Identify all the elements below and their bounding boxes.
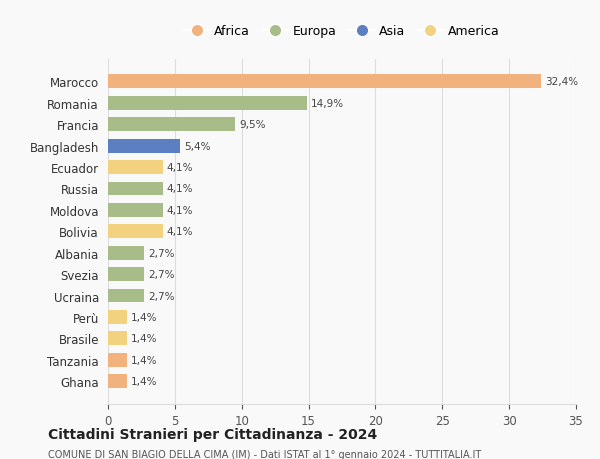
Bar — [108, 140, 180, 153]
Bar — [108, 375, 127, 388]
Bar — [108, 203, 163, 218]
Bar — [108, 332, 127, 346]
Bar — [108, 161, 163, 175]
Text: 4,1%: 4,1% — [167, 163, 193, 173]
Bar — [108, 246, 144, 260]
Bar — [108, 118, 235, 132]
Text: 1,4%: 1,4% — [131, 355, 157, 365]
Text: 4,1%: 4,1% — [167, 206, 193, 215]
Legend: Africa, Europa, Asia, America: Africa, Europa, Asia, America — [181, 21, 503, 42]
Text: 4,1%: 4,1% — [167, 227, 193, 237]
Text: Cittadini Stranieri per Cittadinanza - 2024: Cittadini Stranieri per Cittadinanza - 2… — [48, 427, 377, 441]
Text: 4,1%: 4,1% — [167, 184, 193, 194]
Bar — [108, 225, 163, 239]
Text: 1,4%: 1,4% — [131, 312, 157, 322]
Bar — [108, 75, 541, 89]
Bar — [108, 289, 144, 303]
Bar — [108, 97, 307, 111]
Text: 2,7%: 2,7% — [148, 291, 175, 301]
Text: 32,4%: 32,4% — [545, 77, 578, 87]
Bar — [108, 268, 144, 281]
Text: 5,4%: 5,4% — [184, 141, 211, 151]
Bar — [108, 353, 127, 367]
Text: 2,7%: 2,7% — [148, 248, 175, 258]
Text: 1,4%: 1,4% — [131, 376, 157, 386]
Text: 9,5%: 9,5% — [239, 120, 266, 130]
Text: 14,9%: 14,9% — [311, 99, 344, 109]
Text: 1,4%: 1,4% — [131, 334, 157, 344]
Text: COMUNE DI SAN BIAGIO DELLA CIMA (IM) - Dati ISTAT al 1° gennaio 2024 - TUTTITALI: COMUNE DI SAN BIAGIO DELLA CIMA (IM) - D… — [48, 449, 481, 459]
Bar — [108, 182, 163, 196]
Text: 2,7%: 2,7% — [148, 269, 175, 280]
Bar — [108, 310, 127, 324]
